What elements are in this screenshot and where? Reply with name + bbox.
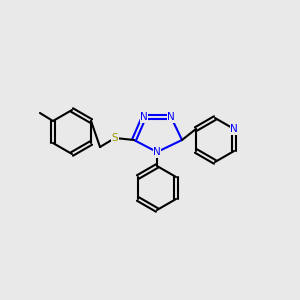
Text: N: N [153, 147, 161, 157]
Text: N: N [140, 112, 148, 122]
Text: S: S [112, 133, 118, 143]
Text: N: N [230, 124, 238, 134]
Text: N: N [167, 112, 175, 122]
